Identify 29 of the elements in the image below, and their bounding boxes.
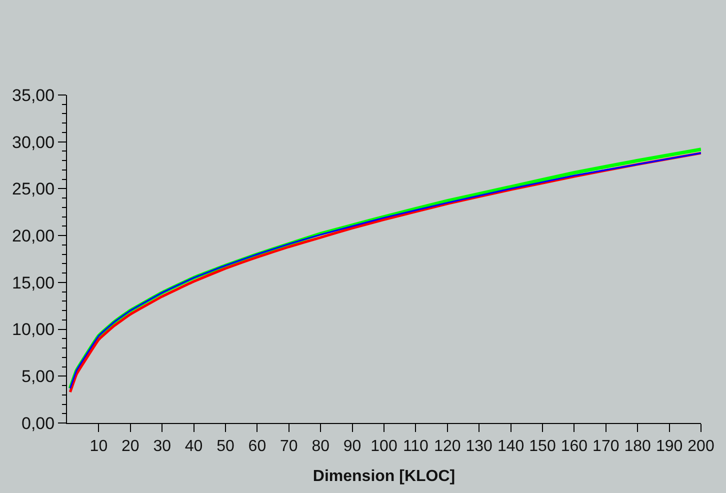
y-tick-label: 10,00 <box>12 320 55 340</box>
x-tick-label: 40 <box>184 438 203 456</box>
x-tick-label: 120 <box>434 438 461 456</box>
y-tick-label: 5,00 <box>22 367 55 386</box>
x-tick-label: 10 <box>90 438 108 456</box>
y-tick-label: 35,00 <box>12 86 55 105</box>
x-tick-label: 80 <box>312 438 330 456</box>
x-tick-label: 60 <box>248 438 266 456</box>
x-tick-label: 100 <box>370 438 398 456</box>
y-tick-label: 25,00 <box>12 180 55 199</box>
x-tick-label: 190 <box>656 438 683 456</box>
x-tick-label: 110 <box>402 438 429 456</box>
y-tick-label: 15,00 <box>12 273 55 292</box>
y-tick-label: 20,00 <box>12 226 55 246</box>
x-tick-label: 50 <box>216 438 234 456</box>
x-tick-label: 70 <box>280 438 298 456</box>
x-tick-label: 140 <box>497 438 524 456</box>
x-tick-label: 160 <box>560 438 588 456</box>
x-tick-label: 130 <box>466 438 493 456</box>
x-tick-label: 150 <box>529 438 556 456</box>
x-tick-label: 180 <box>624 438 652 456</box>
x-tick-label: 200 <box>688 438 714 456</box>
y-tick-label: 30,00 <box>12 132 55 152</box>
x-tick-label: 30 <box>153 438 172 456</box>
x-axis-title: Dimension [KLOC] <box>312 468 456 485</box>
x-tick-label: 20 <box>122 438 140 456</box>
x-tick-label: 170 <box>592 438 620 456</box>
y-tick-label: 0,00 <box>22 414 55 433</box>
x-tick-label: 90 <box>343 438 362 456</box>
